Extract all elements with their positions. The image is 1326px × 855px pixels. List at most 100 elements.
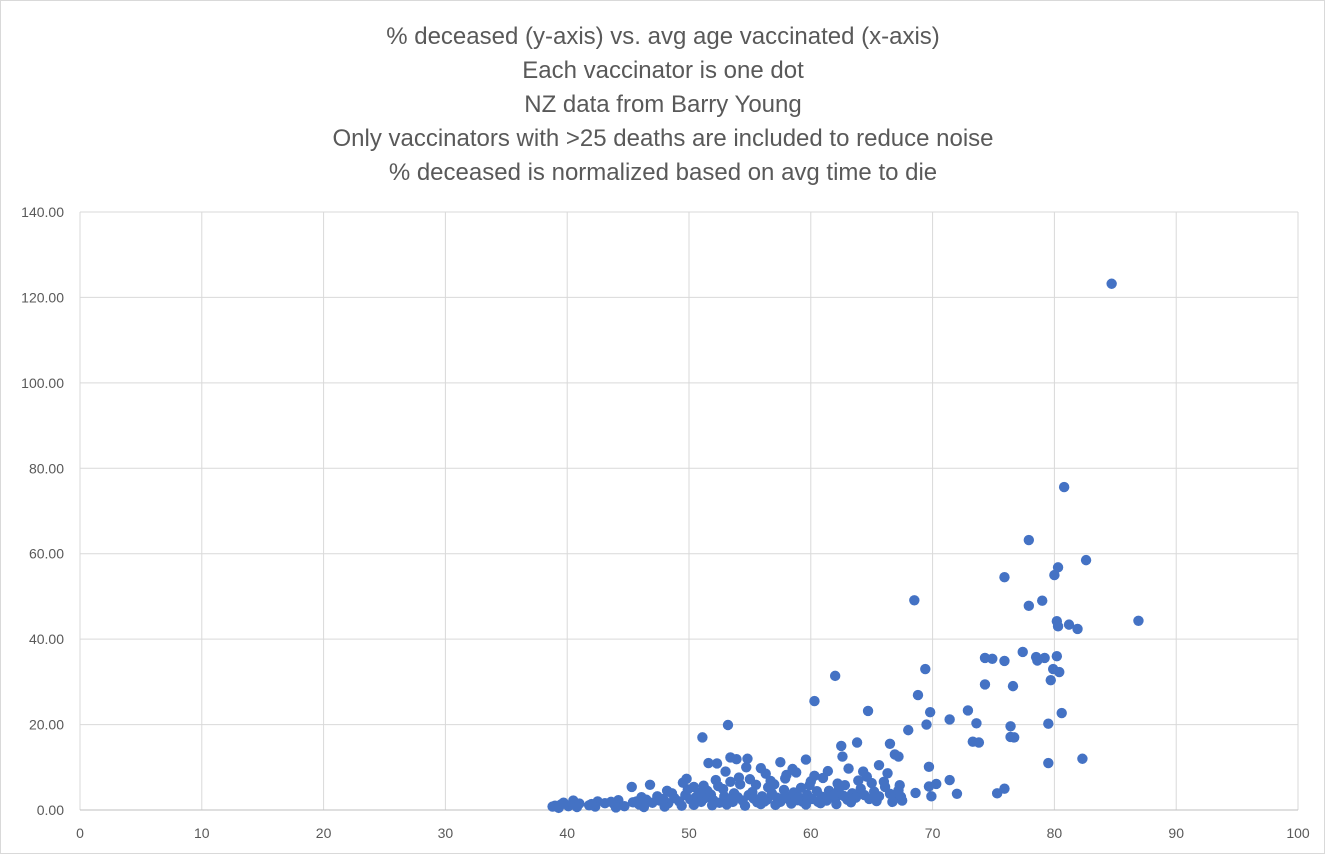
data-points <box>547 278 1144 814</box>
x-tick-label: 50 <box>681 825 697 841</box>
scatter-point <box>721 799 732 810</box>
title-line-5: % deceased is normalized based on avg ti… <box>388 159 938 186</box>
scatter-point <box>836 740 847 752</box>
scatter-point <box>713 780 724 792</box>
y-tick-label: 140.00 <box>21 204 64 220</box>
scatter-point <box>1072 623 1083 635</box>
scatter-point <box>971 718 982 729</box>
scatter-point <box>1133 615 1144 626</box>
scatter-point <box>711 758 723 769</box>
scatter-point <box>703 757 714 769</box>
scatter-point <box>682 784 693 795</box>
scatter-point <box>1063 619 1075 630</box>
x-tick-label: 60 <box>803 825 819 841</box>
scatter-point <box>923 781 935 792</box>
scatter-point <box>944 774 955 786</box>
scatter-point <box>923 761 935 773</box>
scatter-point <box>1106 278 1117 289</box>
scatter-point <box>720 766 731 777</box>
x-tick-label: 30 <box>438 825 454 841</box>
scatter-point <box>805 776 816 787</box>
scatter-point <box>912 689 924 701</box>
scatter-point <box>638 801 650 813</box>
scatter-point <box>733 772 745 783</box>
scatter-point <box>837 751 848 762</box>
scatter-point <box>882 768 893 779</box>
scatter-point <box>780 773 791 784</box>
scatter-point <box>586 798 597 810</box>
gridlines <box>79 211 1299 811</box>
scatter-point <box>999 655 1010 667</box>
scatter-point <box>851 737 863 748</box>
scatter-point <box>1017 646 1028 658</box>
scatter-point <box>725 776 736 788</box>
scatter-point <box>769 779 780 790</box>
scatter-point <box>991 788 1003 799</box>
y-tick-label: 60.00 <box>29 546 64 562</box>
scatter-point <box>843 763 854 774</box>
scatter-point <box>1052 621 1064 632</box>
scatter-point <box>605 796 617 808</box>
x-tick-label: 20 <box>316 825 332 841</box>
x-tick-label: 100 <box>1286 825 1310 841</box>
scatter-point <box>1005 721 1016 732</box>
scatter-point <box>822 765 834 777</box>
scatter-point <box>987 653 998 664</box>
scatter-point <box>809 695 820 707</box>
scatter-point <box>731 753 742 765</box>
scatter-point <box>887 796 898 808</box>
scatter-point <box>828 789 840 801</box>
scatter-point <box>831 798 842 810</box>
scatter-point <box>722 719 734 731</box>
scatter-point <box>873 759 885 771</box>
scatter-point <box>910 787 921 799</box>
scatter-point <box>1009 732 1020 743</box>
scatter-point <box>1049 569 1060 581</box>
scatter-point <box>951 788 963 799</box>
title-line-2: Each vaccinator is one dot <box>522 57 804 84</box>
scatter-point <box>741 762 752 773</box>
scatter-point <box>926 791 937 802</box>
scatter-point <box>894 780 905 791</box>
scatter-point <box>1023 534 1035 546</box>
scatter-point <box>644 779 656 790</box>
x-tick-label: 40 <box>559 825 575 841</box>
scatter-point <box>790 767 802 778</box>
x-tick-label: 80 <box>1047 825 1063 841</box>
scatter-point <box>658 793 669 805</box>
scatter-point <box>1077 753 1088 764</box>
scatter-point <box>861 771 873 782</box>
scatter-point <box>962 705 974 716</box>
scatter-point <box>619 800 630 812</box>
scatter-point <box>845 797 857 808</box>
title-line-1: % deceased (y-axis) vs. avg age vaccinat… <box>386 23 940 50</box>
scatter-point <box>571 801 583 813</box>
scatter-point <box>871 795 882 807</box>
scatter-point <box>688 799 700 811</box>
scatter-point <box>1032 655 1043 666</box>
scatter-point <box>792 794 803 806</box>
scatter-point <box>979 679 991 690</box>
scatter-point <box>1058 481 1070 493</box>
scatter-point <box>706 800 718 811</box>
scatter-point <box>697 732 708 743</box>
scatter-point <box>1007 680 1019 692</box>
scatter-point <box>1023 600 1035 612</box>
scatter-point <box>1051 651 1063 662</box>
y-tick-label: 100.00 <box>21 375 64 391</box>
x-tick-label: 0 <box>76 825 84 841</box>
scatter-point <box>676 800 687 811</box>
scatter-point <box>659 801 670 812</box>
scatter-point <box>666 788 678 799</box>
y-tick-label: 80.00 <box>29 460 64 476</box>
scatter-point <box>795 782 807 793</box>
scatter-point <box>1043 757 1054 769</box>
scatter-point <box>1080 554 1092 566</box>
scatter-point <box>896 795 908 806</box>
scatter-point <box>909 595 920 606</box>
scatter-point <box>853 775 864 786</box>
y-tick-label: 20.00 <box>29 717 64 733</box>
y-axis-ticks: 0.00 20.00 40.00 60.00 80.00 100.00 120.00 140.… <box>21 204 64 818</box>
